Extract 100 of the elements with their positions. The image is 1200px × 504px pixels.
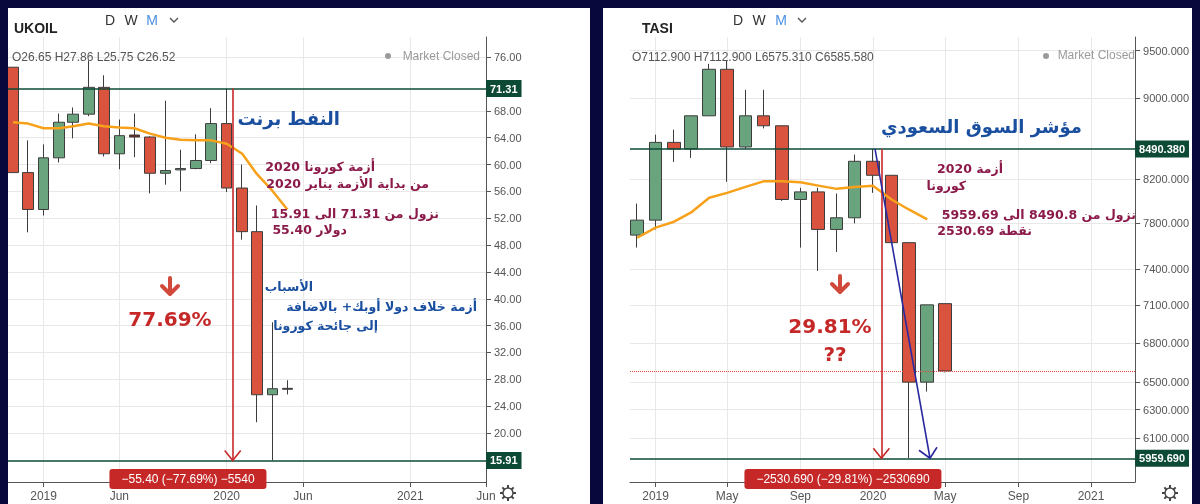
candlestick — [175, 149, 186, 192]
candlestick — [848, 154, 861, 224]
y-tick-label: 76.00 — [494, 51, 522, 64]
line-series — [635, 180, 929, 239]
y-tick-label: 60.00 — [494, 158, 522, 171]
x-tick-label: May — [715, 489, 739, 503]
annotation: النفط برنت — [237, 107, 340, 129]
x-tick-label: Jun — [109, 489, 130, 503]
candlestick — [67, 106, 79, 139]
text: W — [124, 12, 138, 28]
annotation: كورونا — [926, 177, 966, 193]
candlestick — [757, 89, 770, 129]
annotation: إلى جائحة كورونا — [273, 317, 378, 333]
candlestick — [83, 59, 95, 117]
candlestick — [190, 133, 202, 170]
candlestick — [720, 59, 734, 183]
candlestick — [221, 88, 232, 193]
y-tick-label: 48.00 — [494, 239, 522, 252]
y-tick-label: 28.00 — [494, 373, 522, 386]
candlestick — [830, 193, 843, 253]
candlestick — [739, 89, 752, 150]
y-tick-label: 7800.000 — [1143, 217, 1190, 230]
x-tick-label: 2021 — [1077, 489, 1105, 503]
candlestick — [160, 100, 171, 186]
annotation: أزمة كورونا 2020 — [265, 158, 375, 174]
y-tick-label: 32.00 — [494, 346, 522, 359]
y-tick-label: 6800.000 — [1143, 336, 1190, 349]
chart-title: UKOIL — [14, 20, 58, 36]
x-tick-label: Jun — [476, 489, 496, 503]
candlestick — [630, 203, 644, 249]
ref-line-label: 15.91 — [490, 454, 518, 467]
text: D — [732, 12, 744, 28]
annotation: نقطة 2530.69 — [937, 222, 1032, 238]
y-tick-label: 6100.000 — [1143, 431, 1190, 444]
text: M — [146, 12, 158, 28]
candlestick — [702, 63, 716, 117]
annotation: −2530.690 (−29.81%) −2530690 — [744, 469, 942, 489]
y-tick-label: 6500.000 — [1143, 376, 1190, 389]
y-tick-label: 64.00 — [494, 131, 522, 144]
x-tick-label: Sep — [789, 489, 812, 503]
y-tick-label: 44.00 — [494, 265, 522, 278]
candlestick — [53, 113, 65, 164]
candlestick — [684, 115, 698, 159]
y-tick-label: 36.00 — [494, 319, 522, 332]
chart-title: TASI — [642, 20, 673, 36]
ref-line-label: 5959.690 — [1139, 452, 1186, 465]
y-tick-label: 56.00 — [494, 185, 522, 198]
y-tick-label: 52.00 — [494, 212, 522, 225]
annotation: مؤشر السوق السعودي — [881, 115, 1082, 137]
x-tick-label: 2019 — [30, 489, 58, 503]
x-tick-label: Sep — [1007, 489, 1030, 503]
annotation: ?? — [823, 342, 847, 366]
candlestick — [144, 135, 156, 194]
candlestick — [811, 187, 825, 272]
x-tick-label: Jun — [293, 489, 313, 503]
annotation: Market Closed — [402, 49, 480, 63]
x-tick-label: 2020 — [859, 489, 887, 503]
x-tick-label: 2021 — [396, 489, 424, 503]
x-tick-label: 2020 — [213, 489, 241, 503]
annotation: الأسباب — [264, 278, 313, 294]
y-tick-label: 68.00 — [494, 104, 522, 117]
candlestick — [129, 113, 140, 158]
annotation: −55.40 (−77.69%) −5540 — [109, 469, 267, 489]
candlestick — [205, 107, 217, 164]
ref-line-label: 71.31 — [490, 82, 518, 95]
y-tick-label: 20.00 — [494, 427, 522, 439]
candlestick — [920, 304, 934, 393]
annotation: 29.81% — [788, 314, 872, 338]
annotation: دولار 55.40 — [272, 221, 347, 237]
y-tick-label: 9000.000 — [1143, 91, 1190, 104]
annotation: نزول من 71.31 الى 15.91 — [270, 205, 439, 221]
candlestick — [114, 119, 125, 170]
annotation: من بداية الأزمة يناير 2020 — [266, 175, 429, 191]
candlestick — [251, 204, 263, 423]
y-tick-label: 24.00 — [494, 400, 522, 413]
annotation: 77.69% — [128, 307, 212, 331]
candlestick — [8, 66, 19, 174]
candlestick — [22, 139, 34, 233]
text: D — [104, 12, 116, 28]
candlestick — [98, 74, 110, 157]
ref-line-label: 8490.380 — [1139, 142, 1186, 155]
x-tick-label: May — [933, 489, 957, 503]
text: O7112.900 H7112.900 L6575.310 C6585.580 — [632, 50, 874, 64]
x-tick-label: 2019 — [642, 489, 670, 503]
candlestick — [775, 125, 789, 202]
y-tick-label: 7100.000 — [1143, 299, 1190, 312]
candlestick — [282, 379, 293, 395]
text: O26.65 H27.86 L25.75 C26.52 — [12, 50, 176, 64]
candlestick — [794, 187, 807, 249]
text: M — [775, 12, 787, 28]
y-tick-label: 6300.000 — [1143, 403, 1190, 416]
annotation: أزمة 2020 — [937, 160, 1003, 176]
y-tick-label: 8200.000 — [1143, 173, 1190, 186]
candlestick — [38, 143, 49, 217]
candlestick — [236, 164, 248, 241]
text: W — [752, 12, 766, 28]
annotation: نزول من 8490.8 الى 5959.69 — [941, 206, 1136, 222]
annotation: Market Closed — [1057, 48, 1135, 62]
y-tick-label: 7400.000 — [1143, 263, 1190, 276]
y-tick-label: 9500.000 — [1143, 44, 1190, 57]
